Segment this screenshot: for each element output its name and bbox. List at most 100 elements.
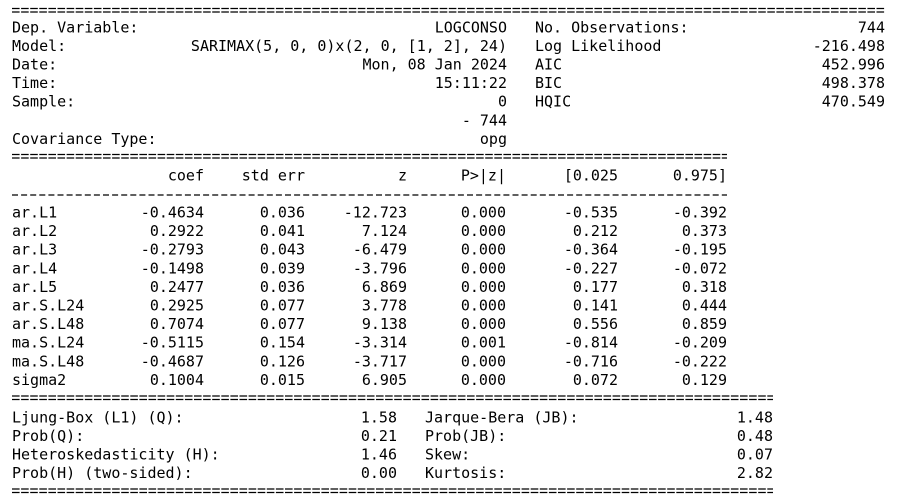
header-label: BIC xyxy=(535,74,562,92)
cell: 0.2922 xyxy=(150,222,204,240)
cell: -0.195 xyxy=(673,241,727,259)
header-value: 0 xyxy=(498,93,507,111)
header-value: 15:11:22 xyxy=(435,74,507,92)
cell: -0.716 xyxy=(564,352,618,370)
header-value: LOGCONSO xyxy=(435,19,507,37)
cell: 0.129 xyxy=(682,371,727,389)
cell: 0.036 xyxy=(260,278,305,296)
cell: 0.077 xyxy=(260,297,305,315)
header-value: opg xyxy=(480,130,507,148)
diagnostic-label: Kurtosis: xyxy=(425,464,506,482)
cell: 0.000 xyxy=(461,259,506,277)
header-value: 498.378 xyxy=(822,74,885,92)
diagnostic-label: Prob(H) (two-sided): xyxy=(12,464,193,482)
diagnostic-value: 0.00 xyxy=(361,464,397,482)
cell: 0.126 xyxy=(260,352,305,370)
column-header: 0.975] xyxy=(673,167,727,185)
header-value: 452.996 xyxy=(822,56,885,74)
cell: -0.4687 xyxy=(141,352,204,370)
row-name: ar.L1 xyxy=(12,204,57,222)
cell: 0.2477 xyxy=(150,278,204,296)
diagnostic-value: 2.82 xyxy=(737,464,773,482)
row-name: ar.L5 xyxy=(12,278,57,296)
cell: 0.177 xyxy=(573,278,618,296)
diagnostic-label: Skew: xyxy=(425,446,470,464)
column-header: coef xyxy=(168,167,204,185)
cell: -0.5115 xyxy=(141,334,204,352)
cell: -0.4634 xyxy=(141,204,204,222)
cell: 0.2925 xyxy=(150,297,204,315)
cell: 0.373 xyxy=(682,222,727,240)
cell: 0.041 xyxy=(260,222,305,240)
diagnostic-label: Prob(Q): xyxy=(12,427,84,445)
cell: 0.000 xyxy=(461,278,506,296)
cell: -0.222 xyxy=(673,352,727,370)
cell: 0.077 xyxy=(260,315,305,333)
cell: -3.717 xyxy=(353,352,407,370)
row-name: ar.S.L48 xyxy=(12,315,84,333)
diagnostic-value: 0.21 xyxy=(361,427,397,445)
header-label: Dep. Variable: xyxy=(12,19,138,37)
header-label: AIC xyxy=(535,56,562,74)
cell: -0.072 xyxy=(673,259,727,277)
row-name: ar.S.L24 xyxy=(12,297,84,315)
diagnostic-value: 1.48 xyxy=(737,409,773,427)
cell: -0.1498 xyxy=(141,259,204,277)
cell: 0.556 xyxy=(573,315,618,333)
cell: 0.212 xyxy=(573,222,618,240)
diagnostic-value: 1.46 xyxy=(361,446,397,464)
header-label: Date: xyxy=(12,56,57,74)
cell: 9.138 xyxy=(362,315,407,333)
cell: 0.036 xyxy=(260,204,305,222)
cell: -3.314 xyxy=(353,334,407,352)
row-name: ar.L2 xyxy=(12,222,57,240)
header-value: -216.498 xyxy=(813,37,885,55)
header-label: Covariance Type: xyxy=(12,130,157,148)
cell: -0.364 xyxy=(564,241,618,259)
cell: -0.392 xyxy=(673,204,727,222)
header-value: 744 xyxy=(858,19,885,37)
header-label: Sample: xyxy=(12,93,75,111)
cell: -0.814 xyxy=(564,334,618,352)
diagnostic-label: Ljung-Box (L1) (Q): xyxy=(12,409,184,427)
cell: -12.723 xyxy=(344,204,407,222)
column-header: P>|z| xyxy=(461,167,506,185)
header-label: Time: xyxy=(12,74,57,92)
cell: 0.318 xyxy=(682,278,727,296)
diagnostic-label: Heteroskedasticity (H): xyxy=(12,446,220,464)
cell: -3.796 xyxy=(353,259,407,277)
column-header: z xyxy=(398,167,407,185)
diagnostic-value: 1.58 xyxy=(361,409,397,427)
row-name: ar.L3 xyxy=(12,241,57,259)
cell: 0.000 xyxy=(461,204,506,222)
diagnostic-label: Jarque-Bera (JB): xyxy=(425,409,579,427)
cell: -0.2793 xyxy=(141,241,204,259)
cell: 0.000 xyxy=(461,315,506,333)
diagnostic-value: 0.07 xyxy=(737,446,773,464)
cell: 3.778 xyxy=(362,297,407,315)
cell: -0.209 xyxy=(673,334,727,352)
cell: 0.015 xyxy=(260,371,305,389)
cell: 0.039 xyxy=(260,259,305,277)
cell: 0.072 xyxy=(573,371,618,389)
column-header: [0.025 xyxy=(564,167,618,185)
row-name: sigma2 xyxy=(12,371,66,389)
cell: -6.479 xyxy=(353,241,407,259)
header-label: No. Observations: xyxy=(535,19,689,37)
row-name: ar.L4 xyxy=(12,259,57,277)
header-value: SARIMAX(5, 0, 0)x(2, 0, [1, 2], 24) xyxy=(191,37,507,55)
separators xyxy=(12,7,885,494)
row-name: ma.S.L24 xyxy=(12,334,84,352)
cell: 0.000 xyxy=(461,371,506,389)
diagnostic-value: 0.48 xyxy=(737,427,773,445)
cell: -0.535 xyxy=(564,204,618,222)
cell: 0.7074 xyxy=(150,315,204,333)
cell: 6.869 xyxy=(362,278,407,296)
cell: 7.124 xyxy=(362,222,407,240)
cell: 0.000 xyxy=(461,241,506,259)
cell: 6.905 xyxy=(362,371,407,389)
cell: 0.444 xyxy=(682,297,727,315)
cell: 0.000 xyxy=(461,352,506,370)
header-label: Log Likelihood xyxy=(535,37,661,55)
